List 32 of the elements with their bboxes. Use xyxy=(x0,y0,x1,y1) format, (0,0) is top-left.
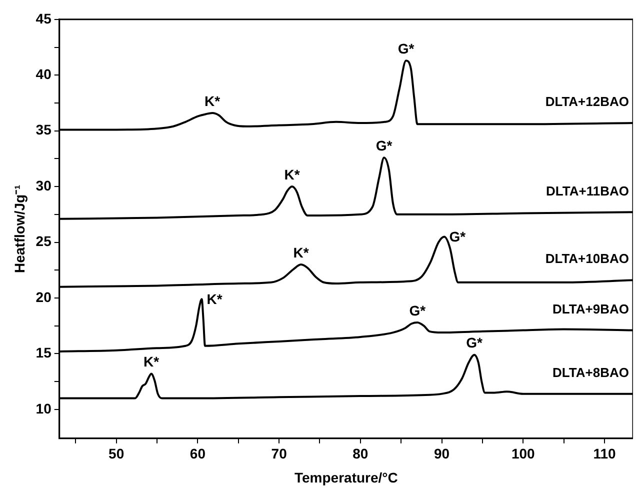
y-tick-label: 30 xyxy=(36,177,52,194)
y-tick-label: 40 xyxy=(36,66,52,82)
annotation: K* xyxy=(204,92,221,109)
y-tick-label: 15 xyxy=(36,344,52,361)
annotation: K* xyxy=(284,166,300,182)
series-label: DLTA+12BAO xyxy=(545,94,629,110)
annotation: K* xyxy=(293,244,310,260)
x-tick-label: 80 xyxy=(352,446,368,462)
series-label: DLTA+8BAO xyxy=(552,364,629,380)
series-label: DLTA+11BAO xyxy=(546,183,629,198)
y-tick-label: 25 xyxy=(36,233,52,250)
x-tick-label: 70 xyxy=(271,446,288,462)
x-axis-title: Temperature/°C xyxy=(294,469,398,486)
x-tick-label: 50 xyxy=(108,446,124,462)
y-axis-title: Heatflow/Jg⁻¹ xyxy=(11,184,28,274)
y-tick-label: 10 xyxy=(36,400,52,416)
series-label: DLTA+10BAO xyxy=(545,251,629,266)
annotation: K* xyxy=(144,354,160,370)
annotation: G* xyxy=(449,228,466,245)
x-tick-label: 90 xyxy=(434,446,450,462)
annotation: G* xyxy=(398,40,415,56)
x-tick-label: 110 xyxy=(593,446,616,462)
annotation: G* xyxy=(409,302,426,318)
annotation: G* xyxy=(466,334,484,351)
x-tick-label: 60 xyxy=(190,446,206,462)
y-tick-label: 35 xyxy=(36,122,52,138)
series-label: DLTA+9BAO xyxy=(552,301,629,316)
annotation: G* xyxy=(376,137,393,154)
y-tick-label: 20 xyxy=(36,288,52,305)
y-tick-label: 45 xyxy=(36,10,52,26)
x-tick-label: 100 xyxy=(511,446,536,462)
annotation: K* xyxy=(206,290,223,307)
